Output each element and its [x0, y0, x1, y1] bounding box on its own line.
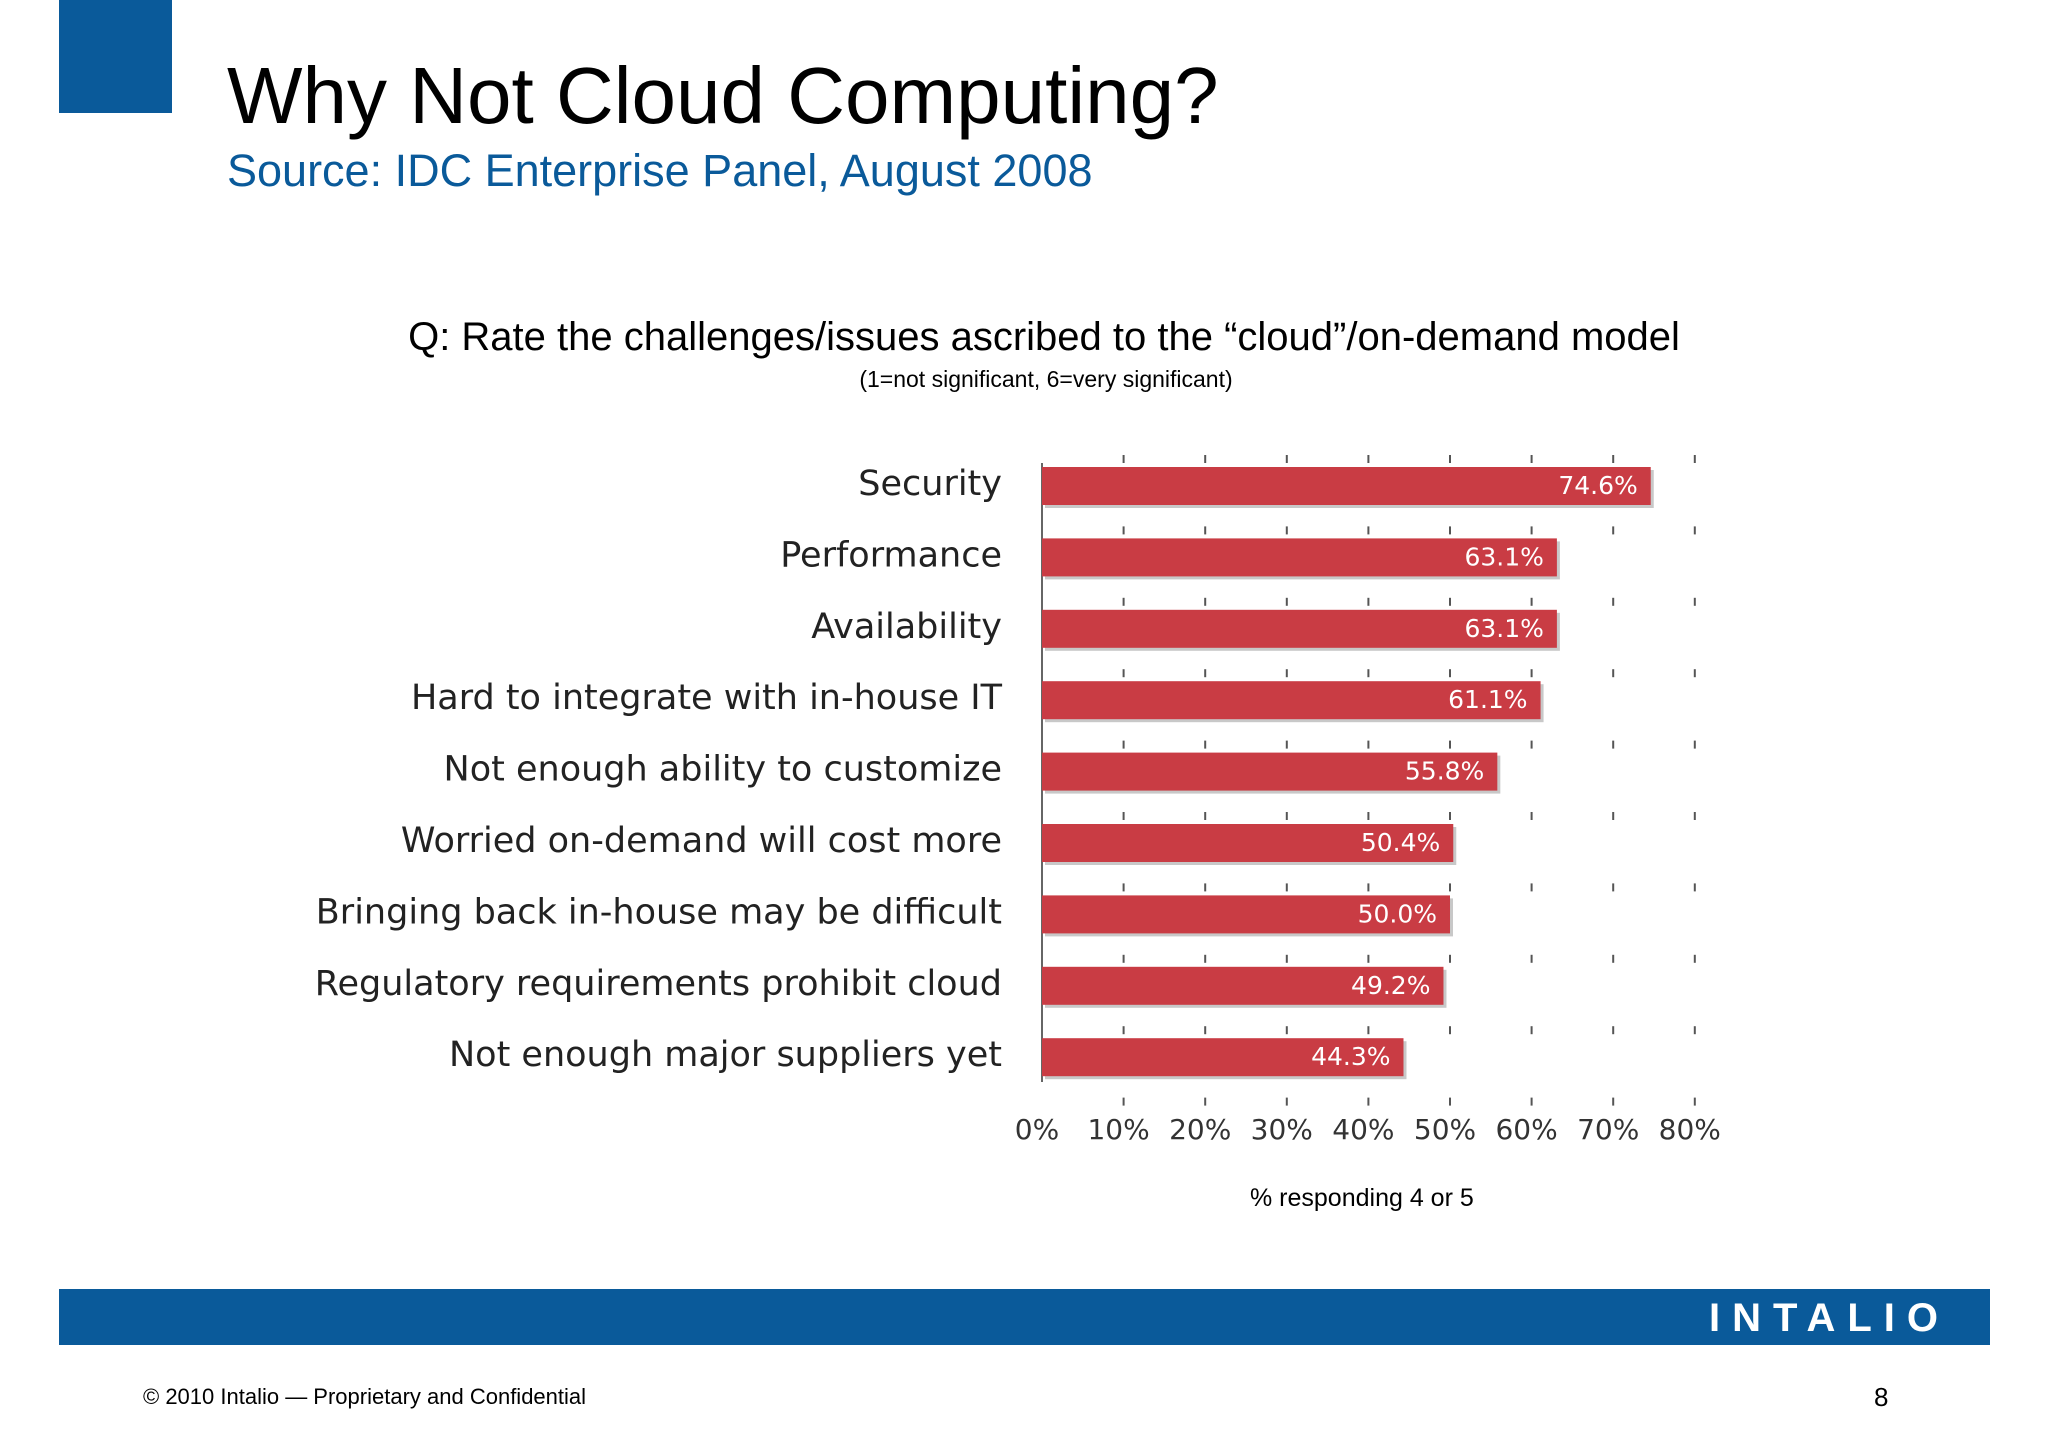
bar [1042, 681, 1541, 720]
bar [1042, 609, 1557, 648]
intalio-logo: INTALIO [1708, 1296, 1950, 1340]
category-label: Hard to integrate with in-house IT [411, 678, 1003, 718]
value-label: 63.1% [1464, 614, 1543, 643]
x-tick-label: 20% [1169, 1113, 1231, 1146]
chart-question-note-text: (1=not significant, 6=very significant) [859, 366, 1233, 392]
x-tick-label: 30% [1251, 1113, 1313, 1146]
chart-question-note: (1=not significant, 6=very significant) [0, 366, 2048, 393]
value-label: 49.2% [1351, 971, 1430, 1000]
category-label: Availability [811, 607, 1002, 647]
bar [1042, 966, 1444, 1005]
x-tick-label: 0% [1015, 1113, 1059, 1146]
x-tick-label: 40% [1332, 1113, 1394, 1146]
category-label: Worried on-demand will cost more [401, 821, 1002, 861]
bar [1042, 752, 1498, 791]
bar [1042, 1038, 1404, 1077]
chart-question-text: Q: Rate the challenges/issues ascribed t… [408, 315, 1680, 359]
chart-question: Q: Rate the challenges/issues ascribed t… [0, 315, 2048, 359]
category-label: Regulatory requirements prohibit cloud [315, 964, 1002, 1004]
category-label: Bringing back in-house may be difficult [316, 892, 1002, 932]
x-tick-label: 50% [1414, 1113, 1476, 1146]
category-label: Not enough ability to customize [444, 750, 1002, 790]
category-label: Not enough major suppliers yet [449, 1035, 1002, 1075]
x-tick-label: 70% [1577, 1113, 1639, 1146]
corner-accent-square [59, 0, 172, 113]
page-number: 8 [1874, 1382, 1889, 1412]
value-label: 55.8% [1405, 757, 1484, 786]
slide-subtitle: Source: IDC Enterprise Panel, August 200… [227, 145, 1093, 196]
value-label: 44.3% [1311, 1042, 1390, 1071]
bar [1042, 895, 1450, 934]
bar [1042, 824, 1454, 862]
value-label: 74.6% [1558, 471, 1637, 500]
value-label: 61.1% [1448, 685, 1527, 714]
footer-bar [59, 1289, 1990, 1345]
value-label: 63.1% [1464, 542, 1543, 571]
x-tick-label: 80% [1659, 1113, 1721, 1146]
bar [1042, 538, 1557, 577]
bar [1042, 467, 1651, 505]
category-label: Security [858, 464, 1002, 504]
slide-title: Why Not Cloud Computing? [227, 51, 1219, 140]
x-tick-label: 10% [1087, 1113, 1149, 1146]
x-tick-label: 60% [1495, 1113, 1557, 1146]
value-label: 50.0% [1358, 899, 1437, 928]
value-label: 50.4% [1361, 828, 1440, 857]
category-label: Performance [780, 535, 1002, 575]
copyright-text: © 2010 Intalio — Proprietary and Confide… [143, 1384, 587, 1409]
x-axis-title: % responding 4 or 5 [1250, 1184, 1474, 1212]
